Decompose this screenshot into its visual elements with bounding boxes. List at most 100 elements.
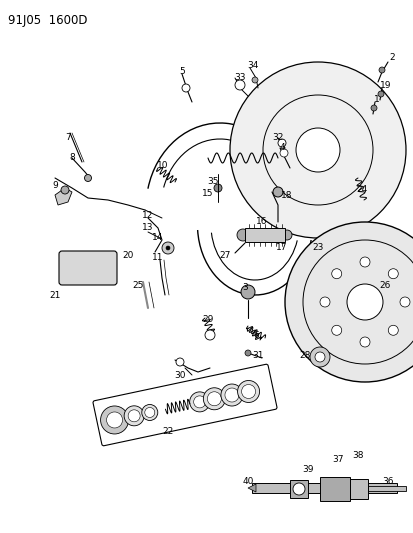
Circle shape	[236, 229, 248, 241]
Circle shape	[145, 408, 154, 417]
Circle shape	[387, 325, 397, 335]
Circle shape	[331, 325, 341, 335]
Text: 22: 22	[162, 427, 173, 437]
Text: 12: 12	[142, 211, 153, 220]
Text: 40: 40	[242, 478, 253, 487]
Circle shape	[281, 230, 291, 240]
Polygon shape	[55, 188, 72, 205]
Text: 5: 5	[179, 68, 185, 77]
Text: 91J05  1600D: 91J05 1600D	[8, 14, 87, 27]
Circle shape	[277, 139, 285, 147]
Circle shape	[370, 105, 376, 111]
Circle shape	[235, 80, 244, 90]
Circle shape	[128, 410, 140, 422]
Circle shape	[84, 174, 91, 182]
Text: 25: 25	[132, 280, 143, 289]
Circle shape	[230, 62, 405, 238]
Circle shape	[292, 483, 304, 495]
Circle shape	[244, 350, 250, 356]
Circle shape	[319, 297, 329, 307]
Text: 16: 16	[256, 217, 267, 227]
Circle shape	[272, 187, 282, 197]
Circle shape	[378, 67, 384, 73]
Bar	[367, 486, 405, 491]
Circle shape	[193, 396, 205, 408]
Text: 11: 11	[152, 254, 164, 262]
Bar	[349, 479, 367, 499]
Text: 26: 26	[378, 280, 390, 289]
Circle shape	[346, 284, 382, 320]
Circle shape	[61, 186, 69, 194]
Circle shape	[309, 347, 329, 367]
Bar	[252, 483, 396, 493]
Text: 15: 15	[202, 190, 213, 198]
Text: 4: 4	[278, 143, 284, 152]
Text: 39: 39	[301, 465, 313, 474]
Text: 17: 17	[275, 244, 287, 253]
Text: 33: 33	[234, 72, 245, 82]
Circle shape	[237, 381, 259, 402]
Text: 1: 1	[373, 95, 379, 104]
Text: 37: 37	[332, 456, 343, 464]
FancyBboxPatch shape	[59, 251, 117, 285]
Circle shape	[124, 406, 144, 426]
Circle shape	[359, 337, 369, 347]
Text: 2: 2	[388, 53, 394, 62]
Text: 36: 36	[381, 478, 393, 487]
Text: 30: 30	[174, 370, 185, 379]
Polygon shape	[247, 484, 255, 492]
Circle shape	[295, 128, 339, 172]
Text: 10: 10	[157, 160, 169, 169]
Circle shape	[207, 392, 221, 406]
Text: 13: 13	[142, 223, 153, 232]
Circle shape	[214, 184, 221, 192]
Text: 31: 31	[252, 351, 263, 359]
Text: 35: 35	[207, 177, 218, 187]
Text: 3: 3	[242, 284, 247, 293]
Circle shape	[182, 84, 190, 92]
Circle shape	[221, 384, 242, 406]
Text: 27: 27	[219, 251, 230, 260]
Circle shape	[141, 405, 157, 421]
Text: 8: 8	[69, 154, 75, 163]
Circle shape	[279, 149, 287, 157]
Bar	[319, 477, 349, 501]
Circle shape	[224, 388, 238, 402]
Circle shape	[359, 257, 369, 267]
Bar	[244, 228, 284, 242]
Bar	[289, 480, 307, 498]
Text: 29: 29	[202, 316, 213, 325]
Text: 32: 32	[272, 133, 283, 142]
Text: 21: 21	[49, 290, 61, 300]
Circle shape	[161, 242, 173, 254]
Circle shape	[106, 412, 122, 428]
Text: 24: 24	[356, 185, 367, 195]
FancyBboxPatch shape	[93, 364, 276, 446]
Circle shape	[399, 297, 409, 307]
Circle shape	[166, 246, 170, 250]
Text: 23: 23	[311, 244, 323, 253]
Circle shape	[241, 384, 255, 399]
Circle shape	[262, 95, 372, 205]
Circle shape	[252, 77, 257, 83]
Text: 20: 20	[122, 251, 133, 260]
Text: 34: 34	[247, 61, 258, 69]
Circle shape	[189, 392, 209, 412]
Circle shape	[284, 222, 413, 382]
Circle shape	[377, 91, 383, 97]
Circle shape	[302, 240, 413, 364]
Circle shape	[331, 269, 341, 279]
Circle shape	[314, 352, 324, 362]
Circle shape	[176, 358, 183, 366]
Text: 19: 19	[379, 80, 391, 90]
Circle shape	[100, 406, 128, 434]
Circle shape	[203, 388, 225, 410]
Circle shape	[204, 330, 214, 340]
Text: 18: 18	[280, 191, 292, 200]
Text: 7: 7	[65, 133, 71, 142]
Text: 38: 38	[351, 450, 363, 459]
Circle shape	[387, 269, 397, 279]
Text: 9: 9	[52, 181, 58, 190]
Text: 28: 28	[299, 351, 310, 359]
Circle shape	[240, 285, 254, 299]
